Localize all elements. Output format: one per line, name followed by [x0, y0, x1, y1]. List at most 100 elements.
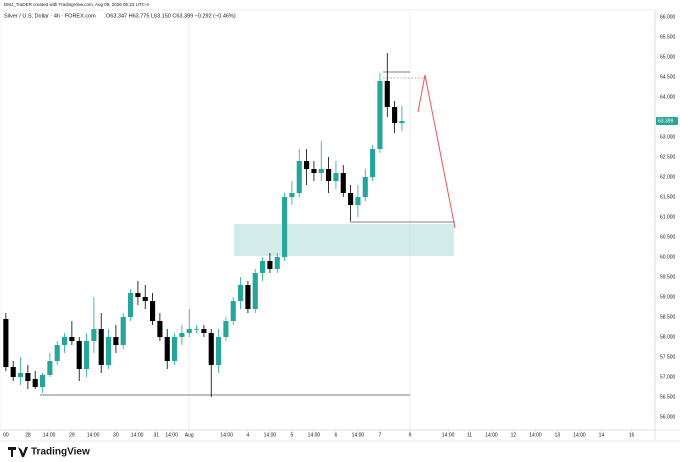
- candle-body: [172, 337, 178, 361]
- y-tick-label: 64.000: [660, 94, 676, 100]
- candle-body: [333, 173, 339, 181]
- zone-box: [234, 224, 454, 256]
- candle-body: [113, 337, 119, 345]
- x-tick-label: 6: [335, 432, 338, 438]
- candle-body: [399, 121, 405, 124]
- candle-body: [348, 193, 354, 205]
- candle-body: [201, 329, 207, 333]
- projection-arrow: [417, 74, 456, 229]
- candle-body: [105, 337, 112, 365]
- x-tick-label: 14:00: [43, 432, 56, 438]
- y-tick-label: 58.500: [660, 314, 676, 320]
- y-tick-label: 61.000: [660, 214, 676, 220]
- candle-body: [230, 301, 236, 321]
- candle-body: [76, 341, 82, 369]
- x-tick-label: 00: [3, 432, 9, 438]
- ohlc-readout: O63.347 H63.775 L63.150 C63.399 −0.292 (…: [106, 13, 236, 19]
- last-price-box: [656, 117, 678, 126]
- x-tick-label: 5: [291, 432, 294, 438]
- candle-body: [25, 373, 31, 381]
- candle-body: [355, 197, 361, 205]
- y-tick-label: 65.500: [660, 34, 676, 40]
- candle-body: [120, 317, 126, 345]
- x-tick-label: Aug: [185, 432, 194, 438]
- x-tick-label: 29: [69, 432, 75, 438]
- candle-body: [91, 329, 97, 341]
- x-tick-label: 13: [555, 432, 561, 438]
- candle-body: [157, 321, 163, 337]
- candle-body: [392, 107, 398, 123]
- x-tick-label: 14:00: [220, 432, 233, 438]
- y-tick-label: 65.000: [660, 54, 676, 60]
- candle-body: [127, 293, 134, 317]
- candle-body: [61, 337, 68, 345]
- y-tick-label: 56.500: [660, 394, 676, 400]
- x-tick-label: 4: [247, 432, 250, 438]
- x-tick-label: 14:00: [352, 432, 365, 438]
- x-tick-label: 28: [25, 432, 31, 438]
- candle-body: [17, 373, 24, 377]
- candle-body: [216, 337, 222, 365]
- x-tick-label: 11: [467, 432, 472, 438]
- candle-body: [47, 361, 53, 375]
- y-tick-label: 60.500: [660, 234, 676, 240]
- footer-brand: TradingView: [31, 447, 90, 458]
- candle-body: [135, 293, 141, 297]
- x-tick-label: 14:00: [165, 432, 178, 438]
- candle-body: [54, 345, 60, 361]
- candle-body: [186, 329, 192, 333]
- candle-body: [69, 337, 75, 341]
- y-tick-label: 56.000: [660, 414, 676, 420]
- candle-body: [289, 193, 295, 197]
- candle-body: [3, 319, 9, 367]
- y-tick-label: 61.500: [660, 194, 676, 200]
- candle-body: [326, 169, 332, 181]
- candle-body: [208, 333, 214, 365]
- x-tick-label: 14:00: [131, 432, 144, 438]
- x-tick-label: 14:00: [264, 432, 277, 438]
- y-tick-label: 62.000: [660, 174, 676, 180]
- candle-body: [370, 149, 376, 177]
- y-tick-label: 59.000: [660, 294, 676, 300]
- credit: DMJ_TraDER created with TradingView.com,…: [4, 2, 149, 7]
- candle-body: [311, 169, 317, 173]
- candle-body: [260, 261, 266, 273]
- x-tick-label: 14:00: [308, 432, 321, 438]
- x-tick-label: 9: [409, 432, 412, 438]
- y-tick-label: 62.500: [660, 154, 676, 160]
- candle-body: [384, 81, 390, 107]
- candle-body: [252, 273, 258, 309]
- y-tick-label: 57.500: [660, 354, 676, 360]
- logo: [8, 447, 28, 457]
- candle-body: [194, 329, 200, 330]
- x-tick-label: 14: [599, 432, 605, 438]
- x-tick-label: 30: [113, 432, 119, 438]
- candle-body: [282, 197, 288, 257]
- x-tick-label: 14:00: [442, 432, 455, 438]
- y-tick-label: 64.500: [660, 74, 676, 80]
- candle-body: [149, 301, 156, 321]
- candle-body: [39, 375, 46, 387]
- candle-body: [304, 161, 310, 169]
- y-tick-label: 57.000: [660, 374, 676, 380]
- y-tick-label: 58.000: [660, 334, 676, 340]
- candle-body: [238, 285, 244, 301]
- candle-body: [179, 333, 185, 337]
- candle-body: [164, 337, 170, 361]
- x-tick-label: 14:00: [87, 432, 100, 438]
- candle-body: [267, 261, 273, 269]
- y-tick-label: 59.500: [660, 274, 676, 280]
- candle-body: [32, 379, 38, 387]
- candle-body: [142, 297, 148, 301]
- x-tick-label: 14:00: [573, 432, 586, 438]
- x-tick-label: 7: [379, 432, 382, 438]
- candle-body: [362, 177, 368, 197]
- x-tick-label: 12: [511, 432, 517, 438]
- candle-body: [340, 173, 346, 193]
- candle-body: [10, 367, 16, 377]
- candle-body: [296, 161, 302, 193]
- x-tick-label: 14:00: [529, 432, 542, 438]
- chart-title: Silver / U.S. Dollar · 4h · FOREX.com: [4, 13, 96, 19]
- x-tick-label: 31: [153, 432, 159, 438]
- candle-body: [318, 169, 324, 173]
